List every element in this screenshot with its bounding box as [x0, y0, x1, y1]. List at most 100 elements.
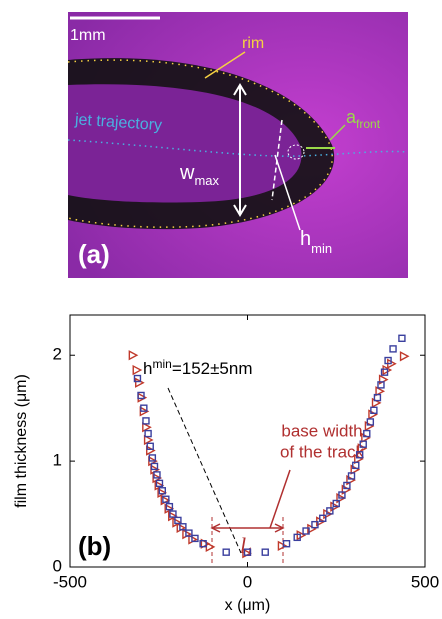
- data-point: [355, 451, 364, 459]
- hmin-annotation: hmin=152±5nm: [143, 357, 253, 378]
- data-point: [319, 514, 327, 522]
- y-tick-label: 2: [53, 345, 62, 364]
- data-point: [146, 445, 156, 456]
- data-point: [311, 520, 319, 529]
- data-point: [179, 523, 187, 531]
- hmin-sub: min: [152, 357, 171, 371]
- data-point: [326, 507, 334, 515]
- data-point: [354, 453, 364, 465]
- data-point: [148, 454, 157, 462]
- data-point: [144, 429, 152, 438]
- data-point: [135, 377, 145, 388]
- data-point: [338, 491, 346, 499]
- data-point: [375, 386, 386, 397]
- data-point: [191, 534, 199, 543]
- data-point: [373, 393, 382, 402]
- data-point: [343, 481, 351, 490]
- panel-label: (a): [78, 239, 110, 269]
- data-point: [128, 350, 139, 361]
- photo-panel: 1mm rim jet trajectory wmax hmin afront …: [67, 12, 409, 278]
- jet-label: jet trajectory: [73, 111, 162, 134]
- data-point: [330, 501, 340, 512]
- plot-frame: [69, 314, 426, 568]
- l1-annotation: l1: [240, 533, 253, 559]
- hmin-pointer: [167, 387, 242, 554]
- data-point: [293, 533, 301, 542]
- data-point: [282, 540, 291, 548]
- data-point: [199, 540, 207, 548]
- data-point: [162, 495, 170, 503]
- data-point: [133, 374, 142, 383]
- data-point: [323, 508, 333, 520]
- afront-main: a: [346, 107, 357, 127]
- data-point: [142, 422, 152, 433]
- hmin-label: hmin: [300, 228, 332, 256]
- data-point: [164, 503, 175, 514]
- data-point: [352, 461, 360, 470]
- data-point: [398, 334, 406, 342]
- x-axis-label: x (μm): [225, 597, 271, 614]
- data-point: [380, 368, 389, 376]
- hmin-main: h: [300, 228, 311, 250]
- y-axis-label: film thickness (μm): [13, 374, 30, 508]
- x-tick-label: -500: [53, 572, 87, 591]
- data-point: [142, 417, 150, 425]
- data-point: [243, 548, 252, 556]
- data-point: [200, 538, 211, 549]
- data-point: [169, 510, 177, 518]
- data-point: [364, 421, 375, 432]
- data-point: [341, 484, 352, 495]
- data-point: [336, 493, 346, 504]
- data-point: [384, 356, 392, 365]
- hmin-main: h: [143, 359, 152, 378]
- rim-label: rim: [242, 35, 264, 52]
- data-point: [332, 499, 340, 508]
- data-point: [389, 345, 397, 353]
- hmin-rest: =152±5nm: [172, 359, 253, 378]
- data-point: [185, 529, 193, 537]
- data-point: [302, 527, 310, 535]
- data-point: [350, 464, 361, 475]
- data-point: [222, 548, 230, 556]
- y-tick-label: 0: [53, 556, 62, 575]
- wmax-label: wmax: [179, 162, 220, 188]
- data-point: [157, 487, 168, 499]
- data-point: [261, 548, 269, 556]
- data-point: [368, 409, 378, 420]
- data-point: [357, 443, 368, 454]
- l1-main: l: [240, 533, 246, 558]
- x-tick-label: 0: [243, 572, 252, 591]
- data-point: [366, 418, 375, 426]
- afront-sub: front: [356, 117, 381, 131]
- data-point: [143, 434, 154, 446]
- data-point: [132, 364, 143, 376]
- arrow-heads: [210, 523, 285, 533]
- data-point: [347, 472, 356, 480]
- base-width-annotation: of the track: [280, 442, 365, 461]
- afront-label: afront: [346, 107, 381, 131]
- data-point: [296, 530, 307, 541]
- data-point: [137, 391, 145, 400]
- data-point: [361, 432, 371, 443]
- data-point: [370, 406, 378, 414]
- data-point: [363, 429, 371, 438]
- data-point: [277, 540, 288, 551]
- y-tick-label: 1: [53, 451, 62, 470]
- data-point: [359, 440, 367, 448]
- data-point: [165, 502, 174, 511]
- data-point: [377, 381, 385, 389]
- scale-bar-label: 1mm: [70, 27, 106, 44]
- base-width-annotation: base width: [281, 421, 362, 440]
- wmax-sub: max: [194, 173, 219, 188]
- data-point: [174, 516, 182, 525]
- data-point: [399, 351, 410, 362]
- data-point: [150, 462, 159, 471]
- x-tick-label: 500: [411, 572, 439, 591]
- l1-sub: 1: [246, 544, 253, 559]
- hmin-sub: min: [311, 241, 332, 256]
- panel-label: (b): [78, 531, 111, 561]
- data-point: [205, 541, 216, 553]
- data-point: [146, 442, 154, 450]
